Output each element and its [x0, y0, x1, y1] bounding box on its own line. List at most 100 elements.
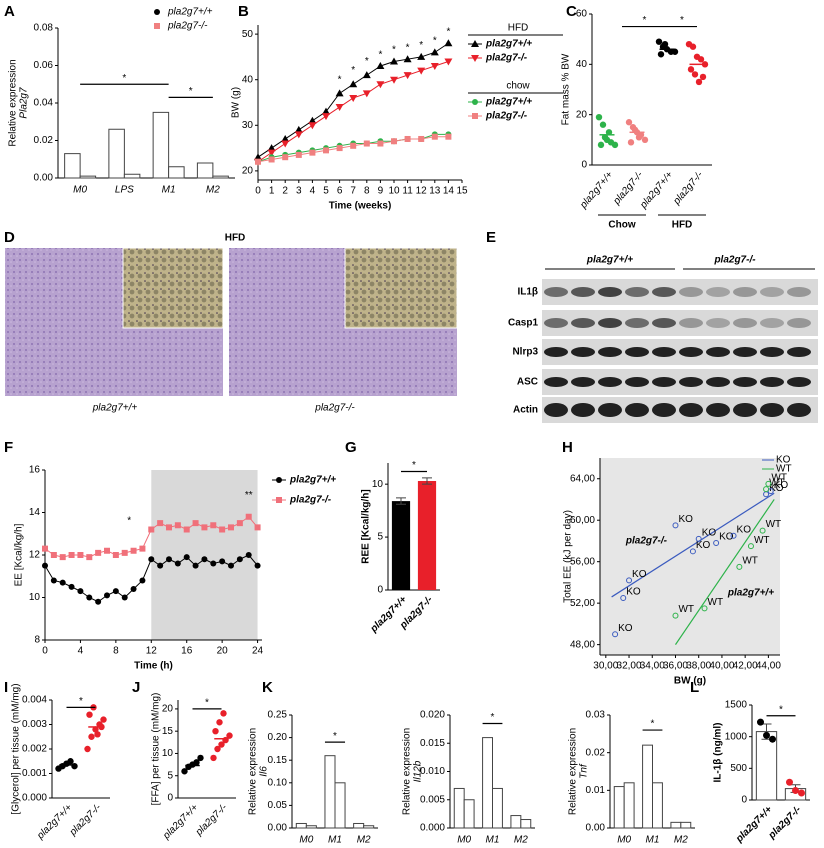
blot-band	[652, 318, 676, 328]
line-point	[59, 554, 66, 561]
x-tick-label: pla2g7-/-	[193, 802, 230, 839]
line-point	[267, 149, 276, 157]
y-tick-label: 15	[162, 726, 174, 737]
data-point	[763, 731, 770, 739]
legend-label: pla2g7-/-	[485, 111, 528, 122]
legend-group: HFD	[508, 23, 529, 34]
scatter-point	[612, 631, 619, 638]
blot-band	[544, 403, 568, 417]
point-label: WT	[769, 478, 785, 489]
blot-band	[760, 377, 784, 387]
legend-marker	[276, 477, 282, 483]
y-tick-label: 0.001	[22, 768, 47, 779]
legend-label: WT	[776, 464, 792, 475]
line-point	[363, 140, 370, 147]
data-point	[769, 735, 776, 743]
x-tick-label: LPS	[115, 185, 134, 196]
point-label: KO	[702, 528, 717, 539]
y-tick-label: 5	[167, 770, 173, 781]
data-point	[94, 731, 101, 738]
x-tick-label: 32,00	[617, 661, 642, 672]
scatter-point	[736, 563, 743, 570]
x-tick-label: 36,00	[663, 661, 688, 672]
x-tick-label: pla2g7+/+	[35, 802, 75, 842]
x-tick-label: M2	[514, 835, 528, 846]
line-point	[294, 131, 303, 139]
line-point	[157, 520, 164, 527]
y-axis-label: Fat mass % BW	[561, 53, 572, 125]
scatter-point	[695, 535, 702, 542]
panel-letter: A	[4, 3, 15, 20]
scatter-point	[713, 540, 720, 547]
bar	[123, 173, 141, 179]
x-axis-label: Time (weeks)	[329, 201, 392, 212]
blot-band	[787, 377, 811, 387]
data-point	[214, 745, 221, 753]
x-tick-label: pla2g7+/+	[733, 804, 774, 845]
blot-band	[706, 347, 730, 357]
x-tick-label: 6	[337, 186, 343, 197]
blot-band	[760, 403, 784, 417]
y-tick-label: 0.20	[268, 732, 288, 743]
x-tick-label: M0	[73, 185, 87, 196]
line-point	[308, 116, 317, 124]
line-point	[431, 133, 438, 140]
point-label: KO	[737, 524, 752, 535]
data-point	[193, 759, 200, 766]
blot-band	[571, 347, 595, 357]
line-point	[210, 522, 217, 529]
y-tick-label: 16	[29, 465, 41, 476]
data-point	[697, 56, 705, 63]
panel-letter: K	[262, 679, 273, 696]
blot-band	[625, 403, 649, 417]
line-point	[228, 562, 234, 569]
bar	[482, 737, 494, 829]
y-tick-label: 14	[29, 507, 41, 518]
line-point	[445, 133, 452, 140]
annotation: pla2g7-/-	[625, 536, 668, 547]
x-tick-label: 12	[146, 646, 158, 657]
data-point	[701, 61, 709, 68]
line-point	[390, 76, 398, 84]
bar	[463, 799, 475, 829]
y-tick-label: 0	[581, 160, 587, 171]
point-label: WT	[771, 473, 787, 484]
blot-band	[787, 403, 811, 417]
line-point	[228, 524, 234, 531]
y-tick-label: 30	[242, 120, 254, 131]
point-label: KO	[719, 532, 734, 543]
y-tick-label: 0.06	[34, 60, 54, 71]
x-tick-label: 4	[310, 186, 316, 197]
data-point	[635, 134, 643, 141]
x-tick-label: 11	[402, 186, 413, 197]
legend-label: pla2g7+/+	[485, 97, 532, 108]
line-point	[42, 562, 48, 569]
y-tick-label: 0.000	[22, 793, 47, 804]
line-point	[192, 520, 199, 527]
bar	[353, 822, 365, 829]
bar	[212, 175, 229, 179]
blot-band	[598, 318, 622, 328]
significance-label: *	[651, 719, 655, 730]
histology-label: pla2g7-/-	[314, 403, 355, 414]
bar	[363, 825, 375, 829]
line-point	[112, 588, 119, 595]
blot-band	[625, 287, 649, 297]
x-tick-label: 42,00	[733, 661, 758, 672]
x-tick-label: 2	[282, 186, 288, 197]
legend-label: pla2g7+/+	[289, 475, 336, 486]
blot-band	[679, 377, 703, 387]
y-axis-label: BW (g)	[231, 87, 242, 118]
line-point	[350, 142, 357, 149]
data-point	[226, 732, 233, 739]
point-label: KO	[696, 540, 711, 551]
line-point	[403, 72, 412, 80]
data-point	[595, 113, 603, 121]
y-tick-label: 10	[29, 592, 41, 603]
y-tick-label: 0.002	[22, 744, 47, 755]
significance-label: *	[189, 86, 193, 97]
line-point	[335, 89, 344, 97]
line-point	[417, 67, 426, 75]
blot-band	[679, 403, 703, 417]
line-point	[157, 562, 164, 569]
